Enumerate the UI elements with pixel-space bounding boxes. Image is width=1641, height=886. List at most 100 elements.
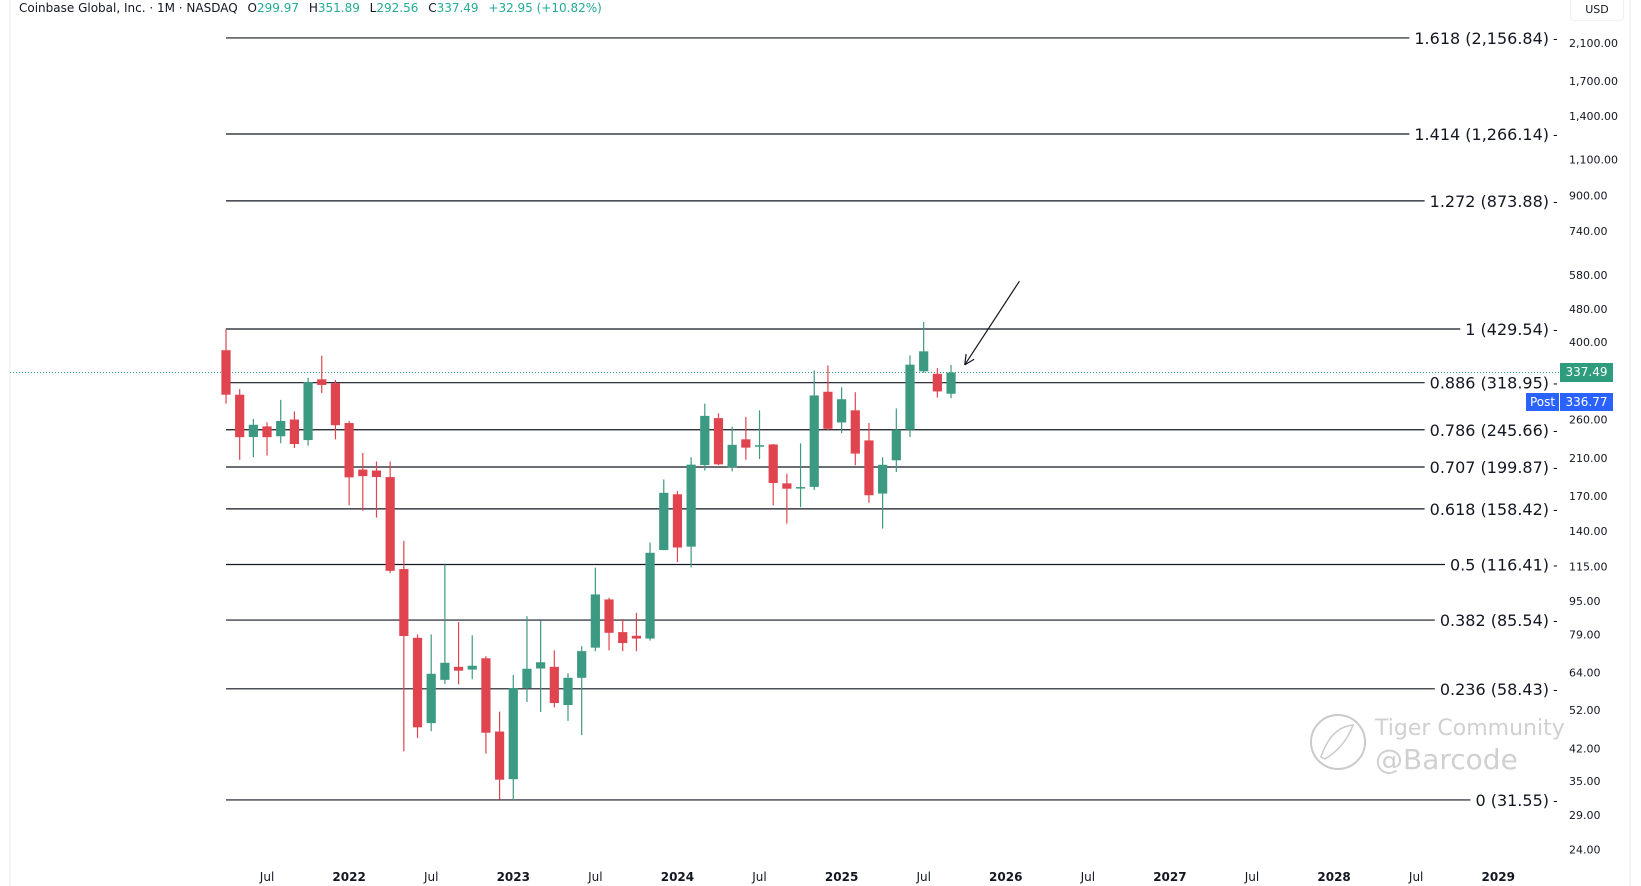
- fib-level-tick: -: [1553, 558, 1558, 573]
- candle-down: [344, 423, 354, 478]
- candle-up: [426, 673, 436, 724]
- tiger-community-logo-icon: [1310, 714, 1366, 770]
- y-axis-tick-label: 210.00: [1569, 452, 1608, 465]
- post-market-price-label: 336.77: [1560, 393, 1613, 411]
- candle-down: [481, 658, 491, 733]
- candle-up: [303, 382, 313, 441]
- open-label: O: [247, 1, 257, 15]
- candle-up: [276, 420, 286, 437]
- y-axis-tick-label: 79.00: [1569, 628, 1601, 641]
- candle-up: [467, 665, 477, 670]
- candle-down: [289, 419, 299, 445]
- y-axis-tick-label: 480.00: [1569, 303, 1608, 316]
- fib-level-tick: -: [1553, 377, 1558, 392]
- y-axis-tick-label: 900.00: [1569, 190, 1608, 203]
- candle-up: [754, 445, 765, 447]
- y-axis-tick-label: 580.00: [1569, 269, 1608, 282]
- candle-up: [700, 415, 710, 466]
- x-axis-tick-label: 2028: [1317, 870, 1350, 884]
- fib-level-tick: -: [1553, 32, 1558, 47]
- x-axis-tick-label: Jul: [259, 870, 274, 884]
- last-price-label: 337.49: [1560, 363, 1613, 382]
- candle-up: [536, 662, 546, 669]
- candle-down: [604, 599, 614, 633]
- open-value: 299.97: [256, 1, 299, 15]
- candle-up: [590, 594, 600, 648]
- candle-up: [563, 677, 573, 706]
- fib-level-tick: -: [1553, 683, 1558, 698]
- x-axis-tick-label: 2022: [332, 870, 365, 884]
- candle-up: [508, 687, 518, 780]
- fib-level-tick: -: [1553, 614, 1558, 629]
- candle-down: [317, 379, 327, 385]
- candle-up: [686, 464, 696, 547]
- candle-down: [358, 469, 368, 477]
- y-axis-tick-label: 1,100.00: [1569, 153, 1618, 166]
- candle-up: [577, 651, 587, 678]
- candle-down: [713, 418, 724, 465]
- close-value: 337.49: [436, 1, 479, 15]
- candle-down: [549, 666, 559, 704]
- fib-level-label: 0.886 (318.95): [1430, 374, 1549, 393]
- candle-down: [672, 494, 683, 548]
- high-label: H: [308, 1, 318, 15]
- watermark-brand: Tiger Community: [1375, 716, 1565, 741]
- x-axis-tick-label: Jul: [1244, 870, 1259, 884]
- y-axis-tick-label: 95.00: [1569, 595, 1601, 608]
- y-axis-tick-label: 140.00: [1569, 525, 1608, 538]
- y-axis-tick-label: 115.00: [1569, 561, 1608, 574]
- x-axis-tick-label: Jul: [1408, 870, 1423, 884]
- fib-level-label: 0.382 (85.54): [1440, 611, 1549, 630]
- fib-level-label: 1 (429.54): [1465, 320, 1549, 339]
- x-axis-tick-label: 2024: [661, 870, 694, 884]
- y-axis-tick-label: 260.00: [1569, 414, 1608, 427]
- candle-down: [631, 635, 641, 639]
- candle-up: [891, 429, 901, 461]
- fib-level-label: 0.707 (199.87): [1430, 458, 1549, 477]
- x-axis-tick-label: Jul: [1080, 870, 1095, 884]
- y-axis-tick-label: 42.00: [1569, 742, 1601, 755]
- candle-up: [809, 395, 819, 487]
- candle-down: [221, 350, 231, 395]
- y-axis-tick-label: 35.00: [1569, 775, 1601, 788]
- arrow-head-icon: [964, 353, 967, 365]
- fib-level-label: 1.272 (873.88): [1430, 192, 1549, 211]
- candle-up: [946, 372, 956, 394]
- candle-down: [618, 632, 628, 644]
- low-value: 292.56: [376, 1, 419, 15]
- arrow-head-icon: [964, 358, 975, 366]
- candle-down: [782, 483, 792, 489]
- currency-button[interactable]: USD: [1570, 0, 1624, 21]
- low-label: L: [369, 1, 377, 15]
- x-axis-tick-label: Jul: [751, 870, 766, 884]
- annotation-arrow-line: [964, 280, 1020, 366]
- high-value: 351.89: [317, 1, 360, 15]
- candle-down: [453, 666, 464, 671]
- candle-down: [412, 637, 423, 728]
- candle-up: [795, 487, 806, 489]
- y-axis-tick-label: 24.00: [1569, 843, 1601, 856]
- candle-down: [850, 410, 860, 454]
- x-axis-tick-label: Jul: [423, 870, 438, 884]
- candle-down: [385, 477, 395, 571]
- fib-level-tick: -: [1553, 128, 1558, 143]
- x-axis-tick-label: 2026: [989, 870, 1022, 884]
- candle-down: [399, 569, 409, 637]
- y-axis-tick-label: 52.00: [1569, 704, 1601, 717]
- x-axis-tick-label: 2025: [825, 870, 858, 884]
- x-axis-tick-label: Jul: [915, 870, 930, 884]
- candle-down: [741, 439, 751, 448]
- tiger-community-logo-icon: [1320, 724, 1355, 760]
- fib-level-label: 1.618 (2,156.84): [1414, 29, 1549, 48]
- fib-level-tick: -: [1553, 503, 1558, 518]
- y-axis-tick-label: 740.00: [1569, 225, 1608, 238]
- candle-up: [248, 424, 258, 438]
- fib-level-tick: -: [1553, 195, 1558, 210]
- y-axis-tick-label: 2,100.00: [1569, 37, 1618, 50]
- candle-up: [659, 492, 669, 551]
- candle-up: [522, 668, 532, 688]
- fib-level-label: 0.786 (245.66): [1430, 421, 1549, 440]
- fib-level-label: 0.618 (158.42): [1430, 500, 1549, 519]
- candle-up: [440, 662, 450, 680]
